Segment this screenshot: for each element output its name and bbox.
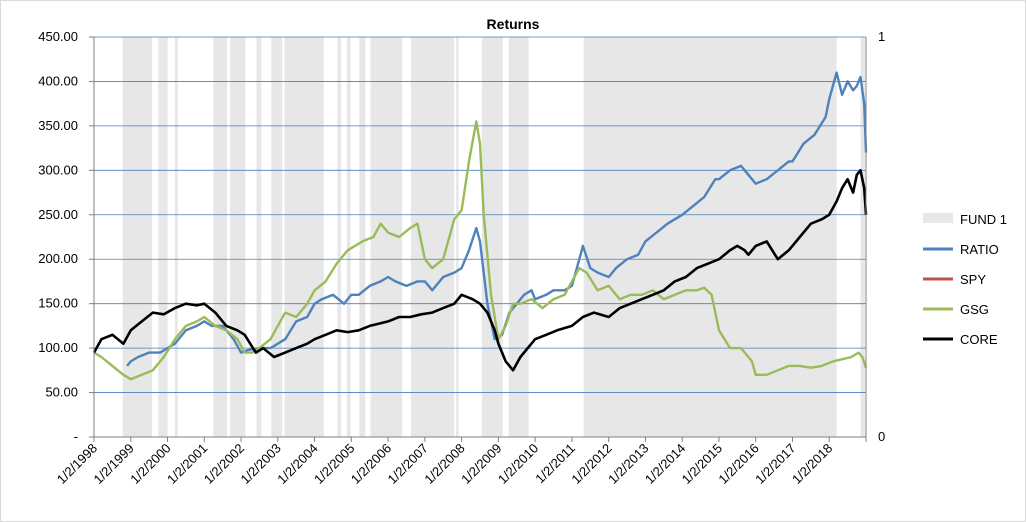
legend-label: CORE — [960, 332, 998, 347]
fund-band — [860, 37, 865, 437]
axes — [89, 36, 867, 442]
x-tick-labels: 1/2/19981/2/19991/2/20001/2/20011/2/2002… — [54, 441, 836, 487]
right-axis-tick-labels: 01 — [878, 29, 885, 444]
y-tick-label: - — [74, 429, 78, 444]
fund-band — [410, 37, 455, 437]
fund-band — [174, 37, 178, 437]
fund-band — [213, 37, 228, 437]
legend-label: SPY — [960, 272, 986, 287]
series-line-core — [92, 169, 868, 372]
fund-band — [271, 37, 283, 437]
y-tick-label: 250.00 — [38, 207, 78, 222]
legend: FUND 1 RATIO SPY GSG CORE — [923, 212, 1007, 347]
series-line-gsg — [93, 120, 868, 381]
y-tick-labels: - 50.00 100.00 150.00 200.00 250.00 300.00 350.… — [38, 29, 78, 444]
fund-band-layer — [122, 37, 865, 437]
fund-band — [158, 37, 168, 437]
legend-label: FUND 1 — [960, 212, 1007, 227]
y-tick-label: 150.00 — [38, 296, 78, 311]
fund-band — [508, 37, 529, 437]
y-tick-label: 450.00 — [38, 29, 78, 44]
right-tick-label: 1 — [878, 29, 885, 44]
y-tick-label: 100.00 — [38, 340, 78, 355]
y-tick-label: 50.00 — [45, 385, 78, 400]
fund-band — [284, 37, 324, 437]
fund-band — [122, 37, 153, 437]
fund-band — [256, 37, 262, 437]
y-tick-label: 200.00 — [38, 251, 78, 266]
legend-label: GSG — [960, 302, 989, 317]
chart-title: Returns — [487, 16, 540, 32]
fund-band — [359, 37, 366, 437]
fund-band — [346, 37, 351, 437]
y-tick-label: 400.00 — [38, 73, 78, 88]
legend-swatch-fund — [923, 213, 953, 223]
fund-band — [456, 37, 459, 437]
x-tick-label: 1/2/2010 — [495, 441, 541, 487]
y-tick-label: 300.00 — [38, 162, 78, 177]
x-tick-label: 1/2/2018 — [789, 441, 835, 487]
series-lines — [92, 71, 868, 381]
right-tick-label: 0 — [878, 429, 885, 444]
y-tick-label: 350.00 — [38, 118, 78, 133]
fund-band — [230, 37, 246, 437]
legend-label: RATIO — [960, 242, 999, 257]
fund-band — [337, 37, 342, 437]
fund-band — [583, 37, 837, 437]
